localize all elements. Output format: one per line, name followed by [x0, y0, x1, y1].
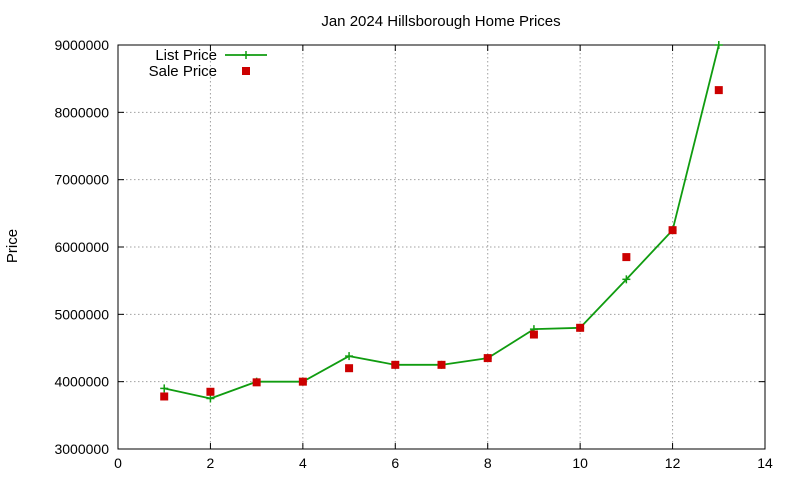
legend-label-list-price: List Price [155, 47, 217, 64]
sale-price-point [160, 392, 169, 401]
sale-price-point [391, 360, 400, 369]
y-tick-label: 9000000 [54, 37, 109, 53]
grid-lines [118, 45, 765, 449]
legend-label-sale-price: Sale Price [149, 63, 217, 80]
plot-frame [117, 44, 766, 450]
list-price-point [714, 41, 723, 49]
sale-price-point [529, 330, 538, 339]
sale-price-point [437, 360, 446, 369]
y-tick-label: 7000000 [54, 172, 109, 188]
list-price-point [345, 352, 354, 361]
tick-labels: 0 2 4 6 8 10 12 14 3000000 4000000 5000000 6000000 7… [54, 37, 773, 471]
x-tick-label: 4 [299, 455, 307, 471]
chart-title: Jan 2024 Hillsborough Home Prices [321, 13, 560, 30]
sale-price-point [252, 378, 261, 387]
x-tick-label: 10 [572, 455, 588, 471]
legend-marker-sale-price [242, 67, 250, 75]
sale-price-point [714, 86, 723, 95]
y-axis-label: Price [4, 229, 21, 263]
list-price-point [622, 275, 631, 284]
y-tick-label: 5000000 [54, 306, 109, 322]
sale-price-point [345, 364, 354, 373]
list-price-line [164, 44, 720, 400]
x-tick-label: 6 [391, 455, 399, 471]
list-price-point [206, 394, 215, 403]
sale-price-point [206, 387, 215, 396]
sale-price-point [576, 323, 585, 332]
series-layer [160, 41, 723, 403]
y-tick-label: 6000000 [54, 239, 109, 255]
x-tick-label: 14 [757, 455, 773, 471]
sale-price-point [298, 377, 307, 386]
sale-price-point [483, 354, 492, 363]
x-tick-label: 12 [665, 455, 681, 471]
y-tick-label: 4000000 [54, 374, 109, 390]
x-tick-label: 2 [207, 455, 215, 471]
legend-marker-list-price [242, 51, 250, 59]
y-tick-label: 3000000 [54, 441, 109, 457]
list-price-point [160, 384, 169, 393]
x-tick-label: 0 [114, 455, 122, 471]
sale-price-point [668, 226, 677, 235]
y-tick-label: 8000000 [54, 104, 109, 120]
x-tick-label: 8 [484, 455, 492, 471]
sale-price-point [622, 253, 631, 262]
